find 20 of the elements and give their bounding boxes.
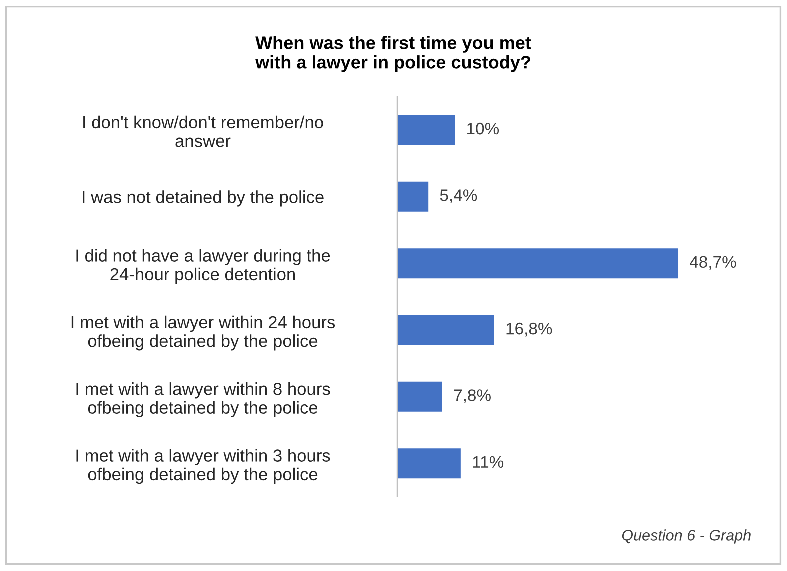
y-tick-label: I don't know/don't remember/no answer	[84, 116, 324, 148]
text: Question 6 - Graph	[622, 530, 751, 544]
y-tick-label: I met with a lawyer within 3 hours ofbeing detained by the police	[76, 449, 330, 484]
bar	[397, 315, 494, 346]
y-tick-label: I did not have a lawyer during the 24-hour police detention	[76, 249, 330, 284]
data-label: 48,7%	[690, 256, 736, 270]
data-label: 7,8%	[454, 390, 491, 404]
chart-title: When was the first time you met with a lawyer in police custody?	[256, 36, 532, 72]
data-label: 5,4%	[440, 190, 478, 204]
y-tick-label: I was not detained by the police	[82, 190, 324, 207]
y-tick-label: I met with a lawyer within 24 hours ofbeing detained by the police	[72, 316, 336, 351]
bar	[397, 382, 442, 412]
data-label: 16,8%	[506, 322, 552, 337]
bar	[397, 448, 461, 479]
bar	[397, 182, 429, 212]
data-label: 10%	[468, 122, 500, 135]
bar	[397, 115, 456, 146]
y-tick-label: I met with a lawyer within 8 hours ofbeing detained by the police	[76, 382, 330, 418]
data-label: 11%	[473, 456, 504, 468]
bar	[397, 248, 679, 279]
